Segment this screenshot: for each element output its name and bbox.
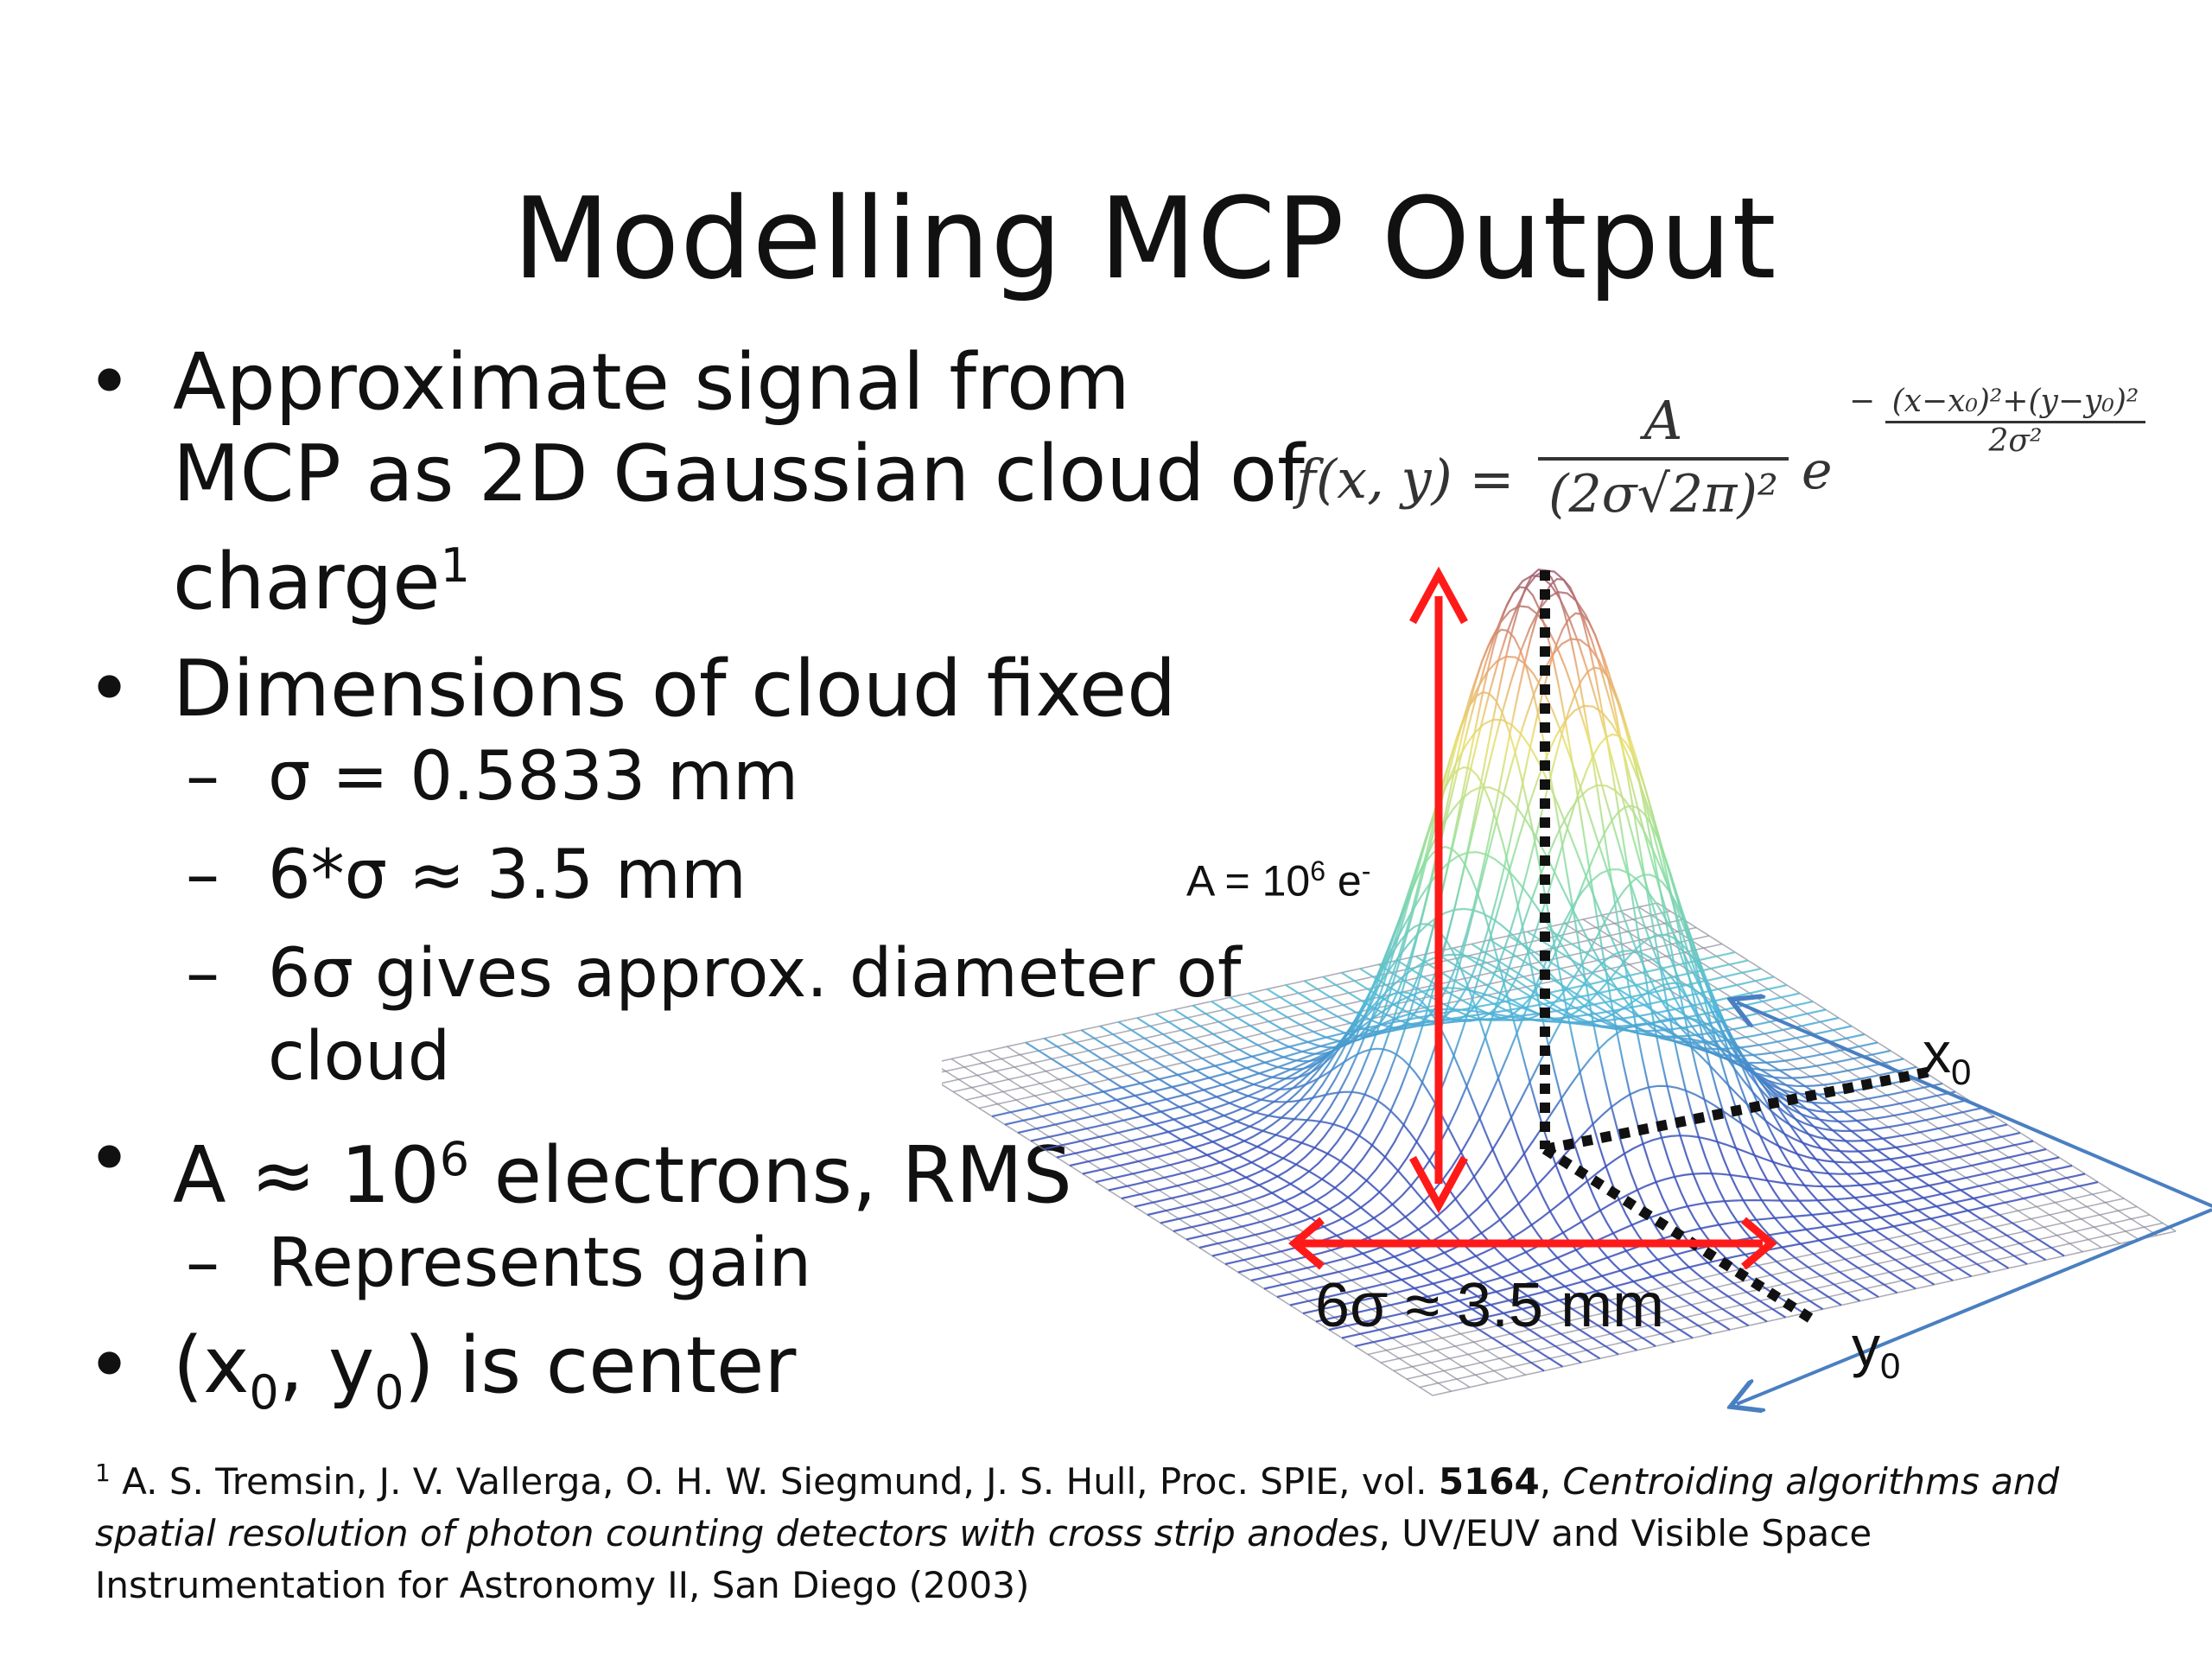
sub-bullet-2-2: – 6*σ ≈ 3.5 mm (86, 834, 1313, 917)
x0-label-text: x (1923, 1020, 1951, 1084)
sub-bullet-3-1: – Represents gain (86, 1222, 1313, 1305)
amplitude-arrow (1409, 566, 1468, 1214)
bullet-dot: • (86, 644, 133, 734)
formula-lhs: f(x, y) = (1296, 448, 1515, 511)
x0-label-sub: 0 (1951, 1052, 1972, 1093)
width-label: 6σ ≈ 3.5 mm (1315, 1271, 1665, 1340)
sub-bullet-dash: – (186, 935, 219, 1013)
sub-bullet-2-3: – 6σ gives approx. diameter of cloud (86, 932, 1279, 1098)
width-arrow (1288, 1217, 1777, 1270)
x0-subscript: 0 (249, 1365, 279, 1420)
peak-mesh-surface (991, 569, 2099, 1372)
bullet-4: • (x0, y0) is center (86, 1320, 1313, 1439)
sub-bullet-dash: – (186, 1224, 219, 1302)
bullet-3-exponent: 6 (439, 1132, 470, 1186)
bullet-dot: • (86, 1320, 133, 1411)
footnote-rest: , UV/EUV and Visible Space Instrumentati… (95, 1512, 1872, 1606)
gaussian-surface-plot (913, 566, 2212, 1426)
amplitude-label-text: A = 10 (1186, 856, 1311, 906)
y0-label: y0 (1852, 1313, 1900, 1387)
x-axis-arrow (1737, 1002, 2212, 1208)
bullet-4-text-b: , y (278, 1320, 375, 1411)
formula-exp-denominator: 2σ² (1988, 423, 2043, 459)
formula-denominator: (2σ√2π)² (1548, 464, 1778, 524)
footnote-authors: A. S. Tremsin, J. V. Vallerga, O. H. W. … (110, 1460, 1439, 1503)
amplitude-exponent: 6 (1310, 855, 1325, 887)
y0-label-sub: 0 (1880, 1345, 1901, 1387)
slide-title: Modelling MCP Output (512, 173, 1777, 304)
footnote: 1 A. S. Tremsin, J. V. Vallerga, O. H. W… (95, 1447, 2169, 1611)
bullet-list: • Approximate signal from MCP as 2D Gaus… (86, 337, 1313, 1439)
bullet-4-text-c: ) is center (404, 1320, 797, 1411)
bullet-4-text-a: (x (173, 1320, 250, 1411)
bullet-3: • A ≈ 106 electrons, RMS (86, 1114, 1313, 1222)
bullet-3-text-b: electrons, RMS (469, 1130, 1072, 1221)
amplitude-unit: e (1325, 856, 1362, 906)
gaussian-figure: A = 106 e- 6σ ≈ 3.5 mm x0 y0 (913, 389, 2212, 1426)
amplitude-label: A = 106 e- (1186, 855, 1370, 906)
formula-exp-base: e (1802, 441, 1833, 501)
bullet-2: • Dimensions of cloud fixed (86, 644, 1313, 735)
footnote-paper-title: Centroiding algorithms and spatial resol… (95, 1460, 2060, 1554)
formula-fraction: A (2σ√2π)² (1538, 389, 1789, 524)
bullet-1-text: Approximate signal from MCP as 2D Gaussi… (173, 337, 1305, 627)
sub-bullet-text: Represents gain (268, 1224, 812, 1302)
bullet-dot: • (86, 1114, 133, 1205)
formula-numerator: A (1538, 389, 1789, 461)
y-axis-arrow (1737, 1208, 2212, 1404)
sub-bullet-2-1: – σ = 0.5833 mm (86, 735, 1313, 818)
sub-bullet-dash: – (186, 738, 219, 816)
bullet-dot: • (86, 337, 133, 428)
x0-dotted-line (1543, 1065, 1937, 1154)
sub-bullet-dash: – (186, 836, 219, 914)
y0-subscript: 0 (374, 1365, 404, 1420)
y0-label-text: y (1852, 1314, 1880, 1378)
footnote-marker: 1 (95, 1459, 111, 1487)
footnote-volume: 5164 (1438, 1460, 1540, 1503)
bullet-3-text-a: A ≈ 10 (173, 1130, 440, 1221)
sub-bullet-text: 6*σ ≈ 3.5 mm (268, 836, 747, 914)
amplitude-unit-exponent: - (1361, 855, 1371, 887)
x0-label: x0 (1923, 1020, 1971, 1093)
formula-exponent: − (x−x₀)²+(y−y₀)² 2σ² (1849, 384, 2146, 459)
sub-bullet-text: σ = 0.5833 mm (268, 738, 799, 816)
bullet-2-text: Dimensions of cloud fixed (173, 644, 1177, 734)
y0-dotted-line (1541, 1144, 1820, 1327)
bullet-1-footnote-ref: 1 (440, 538, 470, 593)
formula-exp-sign: − (1849, 384, 1876, 419)
formula-exp-numerator: (x−x₀)²+(y−y₀)² (1885, 384, 2146, 423)
sub-bullet-text: 6σ gives approx. diameter of cloud (268, 935, 1242, 1096)
bullet-1: • Approximate signal from MCP as 2D Gaus… (86, 337, 1313, 628)
footnote-sep: , (1539, 1460, 1563, 1503)
